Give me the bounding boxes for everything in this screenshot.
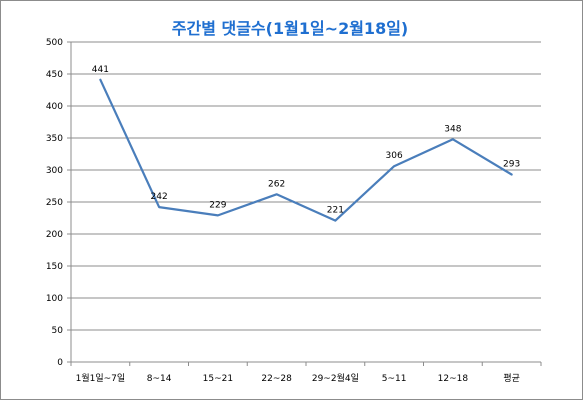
x-tick-label: 12~18: [438, 374, 469, 384]
y-tick-label: 100: [46, 294, 63, 304]
x-tick-label: 15~21: [203, 374, 233, 384]
x-tick-labels: 1월1일~7일 8~14 15~21 22~28 29~2월4일 5~11 12~18 평균: [76, 372, 520, 384]
data-label: 293: [503, 159, 520, 169]
x-tick-label: 5~11: [382, 374, 407, 384]
data-label: 221: [327, 206, 344, 216]
y-tick-label: 350: [46, 134, 63, 144]
data-label: 441: [92, 65, 109, 75]
y-tick-label: 500: [46, 38, 63, 48]
y-tick-label: 150: [46, 262, 63, 272]
chart-title: 주간별 댓글수(1월1일~2월18일): [172, 19, 408, 38]
y-tick-label: 400: [46, 102, 63, 112]
x-tick-label: 1월1일~7일: [76, 372, 126, 384]
y-tick-label: 50: [52, 326, 64, 336]
y-tick-label: 200: [46, 230, 63, 240]
grid-lines: [71, 42, 541, 330]
y-tick-label: 0: [57, 358, 63, 368]
axes: [67, 42, 541, 366]
x-tick-label: 29~2월4일: [312, 372, 359, 384]
data-label: 306: [386, 151, 403, 161]
x-tick-label: 22~28: [261, 374, 292, 384]
x-tick-label: 8~14: [147, 374, 172, 384]
y-tick-label: 300: [46, 166, 63, 176]
data-label: 262: [268, 179, 285, 189]
data-label: 348: [444, 124, 461, 134]
y-tick-label: 250: [46, 198, 63, 208]
data-label: 229: [209, 200, 226, 210]
x-tick-label: 평균: [503, 373, 520, 384]
y-tick-label: 450: [46, 70, 63, 80]
data-label: 242: [151, 192, 168, 202]
y-tick-labels: 0 50 100 150 200 250 300 350 400 450 500: [46, 38, 63, 368]
